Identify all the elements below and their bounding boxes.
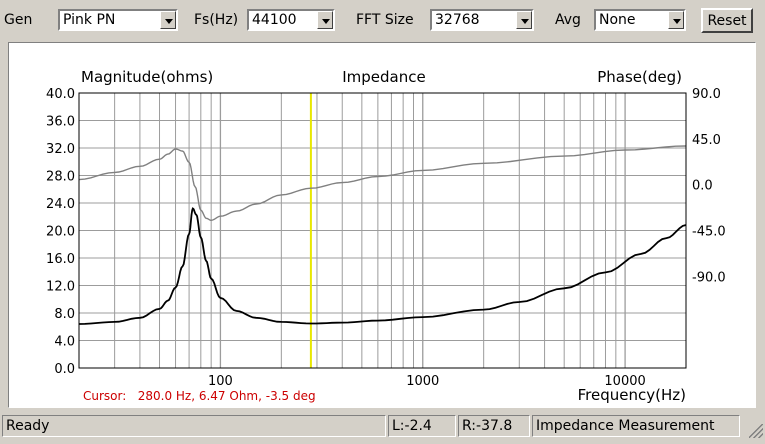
- avg-select-value: None: [599, 12, 636, 28]
- y-tick-label: 12.0: [46, 280, 75, 295]
- y2-tick-label: -45.0: [692, 225, 726, 240]
- y-tick-label: 8.0: [54, 307, 75, 322]
- gen-label: Gen: [4, 12, 33, 28]
- status-bar: Ready L:-2.4 R:-37.8 Impedance Measureme…: [0, 412, 765, 444]
- y-tick-label: 40.0: [46, 87, 75, 102]
- y2-tick-label: -90.0: [692, 270, 726, 285]
- magnitude-curve: [78, 207, 687, 325]
- x-tick-label: 10000: [604, 374, 645, 389]
- y-tick-label: 4.0: [54, 335, 75, 350]
- y-tick-label: 20.0: [46, 225, 75, 240]
- resize-grip-icon[interactable]: [749, 424, 763, 438]
- y2-tick-label: 0.0: [692, 179, 713, 194]
- fft-size-select[interactable]: 32768: [430, 9, 534, 31]
- series: [78, 145, 687, 325]
- x-axis-label: Frequency(Hz): [578, 386, 686, 404]
- y-tick-label: 16.0: [46, 252, 75, 267]
- y-tick-label: 24.0: [46, 197, 75, 212]
- left-axis-label: Magnitude(ohms): [81, 68, 213, 86]
- gen-dropdown-arrow-icon[interactable]: [160, 11, 176, 29]
- y-tick-label: 32.0: [46, 142, 75, 157]
- phase-curve: [78, 145, 687, 222]
- avg-label: Avg: [555, 12, 581, 28]
- reset-button[interactable]: Reset: [701, 8, 753, 33]
- status-mode: Impedance Measurement: [532, 415, 740, 437]
- left-axis-ticks: 40.0 36.0 32.0 28.0 24.0 20.0 16.0 12.0 8.0 4.0 0.…: [46, 87, 75, 377]
- status-right-level: R:-37.8: [458, 415, 530, 437]
- fs-label: Fs(Hz): [194, 12, 239, 28]
- fs-select[interactable]: 44100: [247, 9, 335, 31]
- grid: [79, 93, 686, 368]
- y-tick-label: 0.0: [54, 362, 75, 377]
- fs-select-value: 44100: [252, 12, 297, 28]
- avg-dropdown-arrow-icon[interactable]: [668, 11, 684, 29]
- fs-dropdown-arrow-icon[interactable]: [317, 11, 333, 29]
- y2-tick-label: 90.0: [692, 87, 721, 102]
- y-tick-label: 36.0: [46, 115, 75, 130]
- gen-select[interactable]: Pink PN: [58, 9, 178, 31]
- y-tick-label: 28.0: [46, 170, 75, 185]
- status-ready: Ready: [2, 415, 386, 437]
- impedance-chart[interactable]: 40.0 36.0 32.0 28.0 24.0 20.0 16.0 12.0 8.0 4.0 0.…: [9, 43, 755, 407]
- status-left-level: L:-2.4: [388, 415, 456, 437]
- toolbar: Gen Pink PN Fs(Hz) 44100 FFT Size 32768 …: [0, 0, 765, 40]
- fft-size-dropdown-arrow-icon[interactable]: [516, 11, 532, 29]
- plot-area-border: [78, 92, 687, 369]
- right-axis-label: Phase(deg): [597, 68, 682, 86]
- fft-size-label: FFT Size: [356, 12, 414, 28]
- y2-tick-label: 45.0: [692, 133, 721, 148]
- fft-size-select-value: 32768: [435, 12, 480, 28]
- x-axis-ticks: 100 1000 10000: [208, 374, 646, 389]
- avg-select[interactable]: None: [594, 9, 686, 31]
- x-tick-label: 1000: [406, 374, 439, 389]
- x-tick-label: 100: [208, 374, 233, 389]
- impedance-plot[interactable]: 40.0 36.0 32.0 28.0 24.0 20.0 16.0 12.0 8.0 4.0 0.…: [8, 42, 756, 408]
- right-axis-ticks: 90.0 45.0 0.0 -45.0 -90.0: [692, 87, 726, 285]
- cursor-readout: Cursor: 280.0 Hz, 6.47 Ohm, -3.5 deg: [83, 389, 316, 403]
- gen-select-value: Pink PN: [63, 12, 116, 28]
- chart-title: Impedance: [342, 68, 425, 86]
